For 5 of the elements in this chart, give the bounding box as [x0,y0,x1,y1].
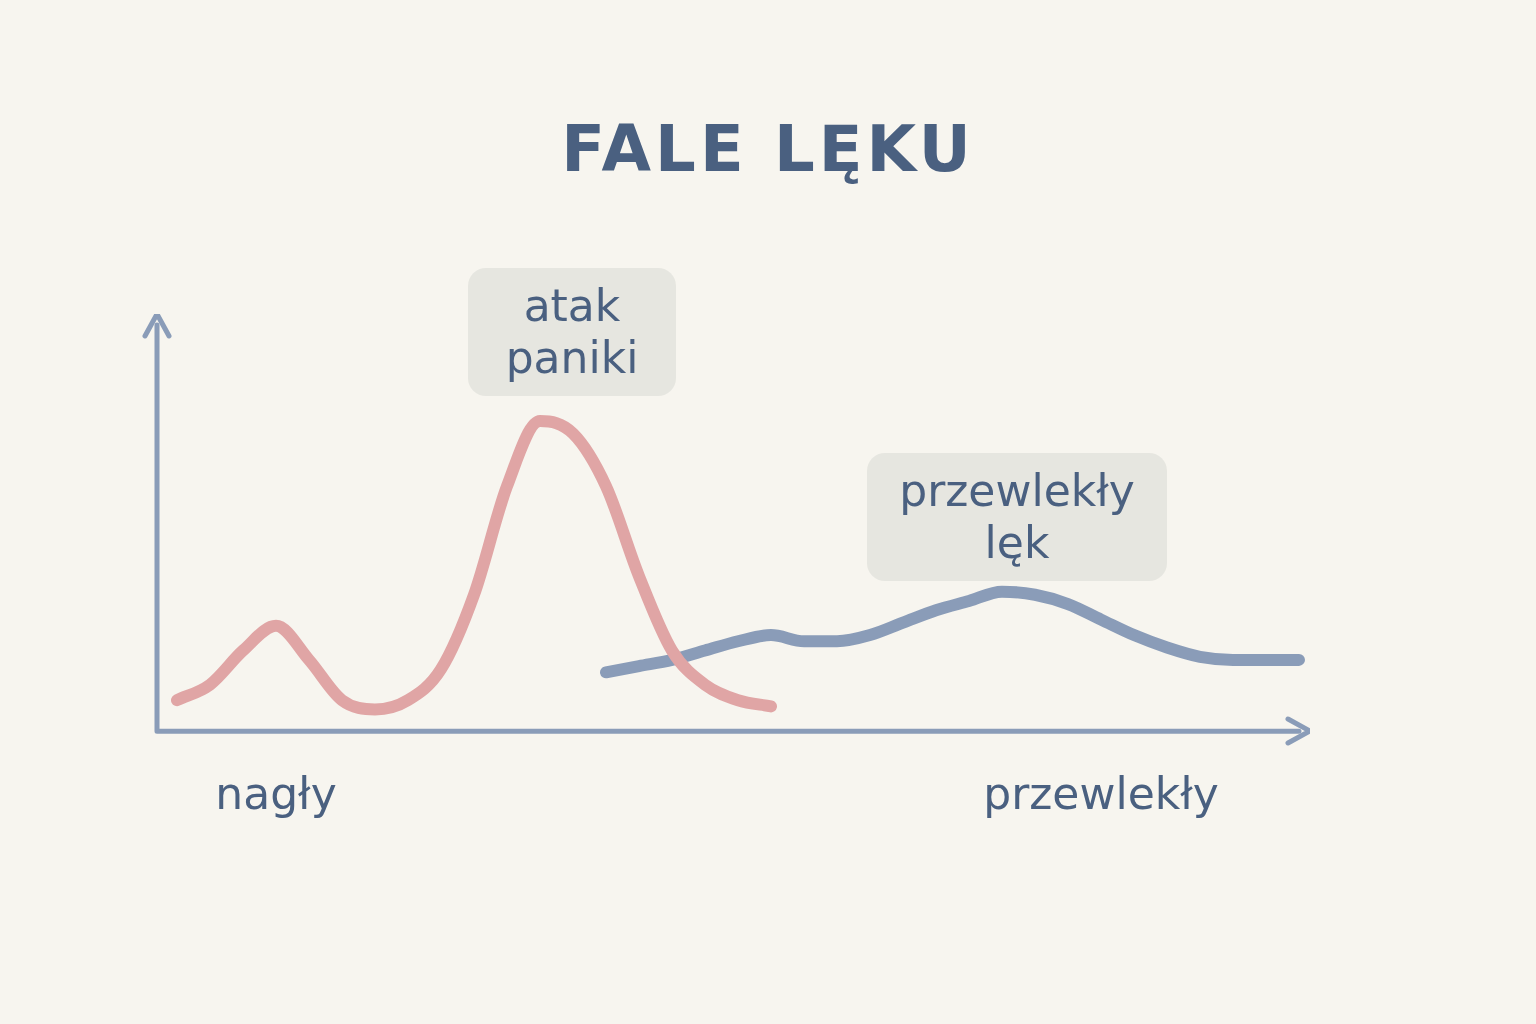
text: atak paniki [468,268,676,396]
annotation: przewlekły lęk [867,453,1167,581]
x-tick-label: przewlekły [983,768,1219,820]
x-tick-label: nagły [215,768,337,820]
chart-title: FALE LĘKU [560,112,976,186]
